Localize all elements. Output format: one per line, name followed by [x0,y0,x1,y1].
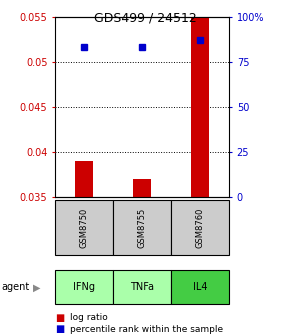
Text: GSM8755: GSM8755 [137,208,147,248]
Bar [133,179,151,197]
Bar [191,17,209,197]
Text: ▶: ▶ [32,282,40,292]
Text: ■: ■ [55,324,64,334]
Text: log ratio: log ratio [70,313,107,322]
Text: GSM8760: GSM8760 [195,207,205,248]
Text: ■: ■ [55,312,64,323]
Text: GDS499 / 24512: GDS499 / 24512 [94,12,196,25]
Text: agent: agent [1,282,30,292]
Text: percentile rank within the sample: percentile rank within the sample [70,325,223,334]
Bar [75,161,93,197]
Text: IFNg: IFNg [73,282,95,292]
Text: GSM8750: GSM8750 [79,208,89,248]
Text: TNFa: TNFa [130,282,154,292]
Text: IL4: IL4 [193,282,207,292]
